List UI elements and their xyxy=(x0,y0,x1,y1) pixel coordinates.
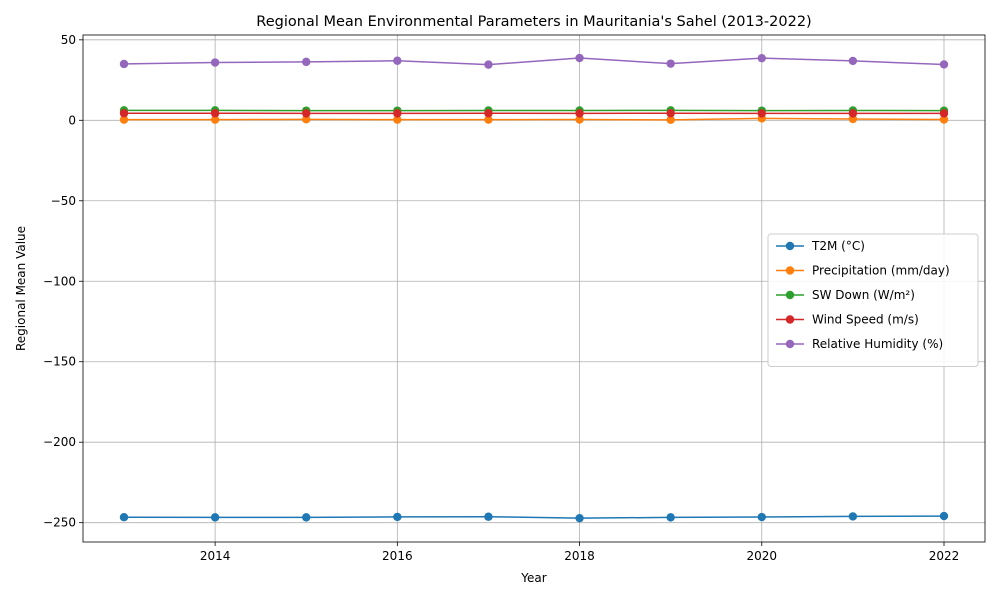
data-point xyxy=(939,60,949,69)
data-point xyxy=(575,109,584,118)
data-point xyxy=(393,109,402,118)
data-point xyxy=(210,513,220,522)
series-line xyxy=(124,117,945,121)
data-point xyxy=(484,60,493,69)
legend-swatch-marker xyxy=(785,339,795,349)
legend-swatch-marker xyxy=(785,241,795,251)
data-point xyxy=(484,512,493,521)
data-point xyxy=(302,115,311,124)
legend-entry: SW Down (W/m²) xyxy=(812,288,915,302)
data-point xyxy=(484,115,493,124)
y-tick-label: 0 xyxy=(68,113,76,127)
data-point xyxy=(575,115,584,124)
data-point xyxy=(757,512,766,522)
y-tick-label: 50 xyxy=(61,33,76,47)
chart-title: Regional Mean Environmental Parameters i… xyxy=(256,14,811,30)
series-line xyxy=(123,515,945,519)
data-point xyxy=(575,53,584,63)
y-tick-label: −100 xyxy=(43,274,76,288)
legend-swatch-marker xyxy=(785,290,795,300)
x-tick-label: 2022 xyxy=(929,549,960,563)
data-point xyxy=(119,59,129,69)
data-point xyxy=(119,513,129,522)
data-point xyxy=(666,513,675,522)
data-point xyxy=(302,109,311,118)
data-point xyxy=(848,109,858,118)
legend-entry: Precipitation (mm/day) xyxy=(812,264,950,278)
data-point xyxy=(848,512,858,521)
y-tick-label: −50 xyxy=(51,194,76,208)
data-point xyxy=(210,58,220,67)
y-axis-label: Regional Mean Value xyxy=(14,226,28,351)
legend-box xyxy=(767,233,979,367)
data-point xyxy=(666,115,675,125)
x-tick-label: 2018 xyxy=(564,549,595,563)
y-tick-label: −250 xyxy=(43,516,76,530)
data-point xyxy=(575,513,584,523)
legend-entry: Relative Humidity (%) xyxy=(812,337,943,351)
data-point xyxy=(757,109,766,118)
tick-layer: 2014 2016 2018 2020 2022 −250 −200 −150 −100 −50 0… xyxy=(43,33,959,563)
data-point xyxy=(210,115,220,124)
legend-entry: Wind Speed (m/s) xyxy=(812,313,919,327)
series-4 xyxy=(119,53,949,69)
data-point xyxy=(302,513,311,522)
y-tick-label: −200 xyxy=(43,435,76,449)
data-point xyxy=(666,109,675,118)
data-point xyxy=(393,512,402,522)
x-tick-label: 2014 xyxy=(200,549,231,563)
data-point xyxy=(210,109,220,118)
data-point xyxy=(848,56,858,66)
x-axis-label: Year xyxy=(520,571,546,585)
y-tick-label: −150 xyxy=(43,355,76,369)
data-point xyxy=(939,511,949,521)
data-point xyxy=(302,57,311,67)
legend: T2M (°C) Precipitation (mm/day) SW Down (W… xyxy=(767,233,979,367)
data-point xyxy=(666,59,675,68)
legend-entry: T2M (°C) xyxy=(811,239,865,253)
data-point xyxy=(939,109,949,118)
series-layer xyxy=(119,53,949,523)
data-point xyxy=(757,53,766,63)
plot-frame xyxy=(82,34,986,543)
legend-swatch-marker xyxy=(785,315,795,324)
data-point xyxy=(939,115,949,124)
data-point xyxy=(484,109,493,118)
legend-swatch-marker xyxy=(785,266,795,275)
data-point xyxy=(393,56,402,65)
x-tick-label: 2020 xyxy=(747,549,778,563)
x-tick-label: 2016 xyxy=(382,549,413,563)
data-point xyxy=(393,115,402,124)
series-0 xyxy=(119,511,949,523)
series-3 xyxy=(119,109,949,118)
data-point xyxy=(119,109,129,118)
series-line xyxy=(123,57,945,66)
series-1 xyxy=(119,114,949,125)
data-point xyxy=(119,115,129,124)
